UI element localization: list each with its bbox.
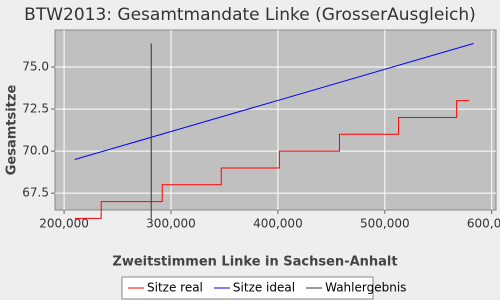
y-tick-label: 75.0 [22, 60, 49, 74]
legend-label: Sitze real [147, 281, 203, 295]
legend-label: Sitze ideal [233, 281, 295, 295]
x-tick-label: 400,000 [253, 217, 303, 231]
y-tick-label: 70.0 [22, 144, 49, 158]
y-tick-label: 72.5 [22, 102, 49, 116]
series-line [74, 100, 470, 219]
x-tick-label: 300,000 [146, 217, 196, 231]
x-tick-label: 500,000 [360, 217, 410, 231]
x-axis-label: Zweitstimmen Linke in Sachsen-Anhalt [112, 255, 397, 270]
chart-title: BTW2013: Gesamtmandate Linke (GrosserAus… [24, 5, 476, 25]
plot-area [54, 29, 497, 211]
x-tick-label: 600,000 [467, 217, 500, 231]
x-tick-label: 200,000 [39, 217, 89, 231]
y-axis-label: Gesamtsitze [5, 85, 20, 176]
series-line [74, 42, 474, 161]
y-tick-label: 67.5 [22, 186, 49, 200]
legend [121, 276, 374, 300]
legend-label: Wahlergebnis [325, 281, 406, 295]
